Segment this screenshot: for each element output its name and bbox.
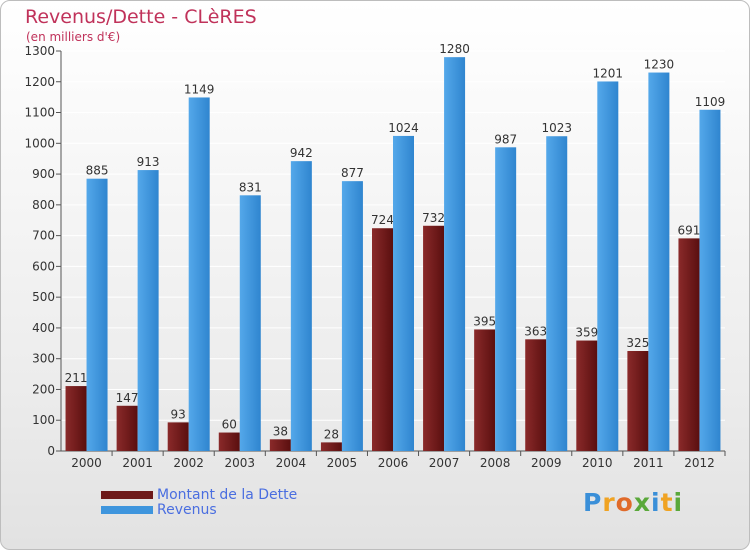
x-tick-label: 2010 <box>582 456 613 470</box>
value-label-revenue: 877 <box>341 166 364 180</box>
x-tick-label: 2006 <box>378 456 409 470</box>
bar-debt <box>627 351 649 451</box>
value-label-revenue: 913 <box>137 155 160 169</box>
value-label-debt: 147 <box>116 391 139 405</box>
bar-revenue <box>290 161 312 451</box>
x-tick-label: 2002 <box>173 456 204 470</box>
bar-debt <box>167 422 189 451</box>
logo-letter: P <box>583 488 603 517</box>
value-label-debt: 732 <box>422 211 445 225</box>
bar-revenue <box>137 170 159 452</box>
value-label-revenue: 1201 <box>593 66 624 80</box>
logo-letter: o <box>615 488 634 517</box>
bar-debt <box>218 432 240 451</box>
x-tick-label: 2007 <box>429 456 460 470</box>
logo-letter: i <box>651 488 661 517</box>
y-tick-label: 1000 <box>24 136 55 150</box>
proxiti-logo: Proxiti <box>583 488 683 517</box>
legend: Montant de la Dette Revenus <box>101 486 298 518</box>
value-label-revenue: 1023 <box>541 121 572 135</box>
value-label-revenue: 1109 <box>695 95 726 109</box>
bar-revenue <box>86 178 108 451</box>
bar-revenue <box>699 109 721 452</box>
value-label-debt: 691 <box>678 223 701 237</box>
legend-label-revenue: Revenus <box>157 501 217 518</box>
y-tick-label: 600 <box>32 259 55 273</box>
x-tick-label: 2000 <box>71 456 102 470</box>
y-tick-label: 900 <box>32 167 55 181</box>
y-tick-label: 300 <box>32 352 55 366</box>
y-tick-label: 100 <box>32 413 55 427</box>
legend-label-debt: Montant de la Dette <box>157 486 298 503</box>
bar-revenue <box>648 72 670 452</box>
x-tick-label: 2009 <box>531 456 562 470</box>
bar-debt <box>576 340 598 451</box>
y-tick-label: 0 <box>47 444 55 458</box>
x-tick-label: 2012 <box>684 456 715 470</box>
y-tick-label: 1200 <box>24 75 55 89</box>
value-label-debt: 325 <box>626 336 649 350</box>
value-label-revenue: 885 <box>86 164 109 178</box>
x-tick-label: 2011 <box>633 456 664 470</box>
y-tick-label: 1300 <box>24 44 55 58</box>
value-label-debt: 211 <box>65 371 88 385</box>
y-tick-label: 1100 <box>24 106 55 120</box>
bar-debt <box>65 386 87 451</box>
bar-debt <box>320 442 342 451</box>
x-tick-label: 2008 <box>480 456 511 470</box>
logo-letter: i <box>673 488 684 517</box>
bar-revenue <box>597 81 619 451</box>
value-label-debt: 363 <box>524 324 547 338</box>
value-label-debt: 38 <box>273 424 288 438</box>
value-label-debt: 60 <box>222 418 237 432</box>
legend-item-debt: Montant de la Dette <box>101 486 298 503</box>
bar-debt <box>423 225 445 451</box>
value-label-revenue: 1280 <box>439 42 470 56</box>
bar-revenue <box>393 135 414 451</box>
y-tick-label: 500 <box>32 290 55 304</box>
value-label-debt: 395 <box>473 314 496 328</box>
y-tick-label: 400 <box>32 321 55 335</box>
bar-revenue <box>495 147 517 452</box>
bar-revenue <box>444 57 466 452</box>
logo-letter: x <box>633 488 651 517</box>
value-label-revenue: 1024 <box>388 121 419 135</box>
value-label-revenue: 1230 <box>644 58 675 72</box>
bar-revenue <box>341 181 363 451</box>
y-tick-label: 700 <box>32 229 55 243</box>
x-tick-label: 2001 <box>122 456 153 470</box>
bar-revenue <box>546 136 568 451</box>
value-label-debt: 724 <box>371 213 394 227</box>
bar-revenue <box>239 195 261 451</box>
bar-debt <box>474 329 496 451</box>
value-label-revenue: 1149 <box>184 82 215 96</box>
chart-title: Revenus/Dette - CLèRES <box>25 6 257 28</box>
legend-swatch-revenue <box>101 505 153 514</box>
value-label-debt: 359 <box>575 326 598 340</box>
value-label-debt: 28 <box>324 427 339 441</box>
y-tick-label: 800 <box>32 198 55 212</box>
x-tick-label: 2005 <box>327 456 358 470</box>
bar-debt <box>678 238 700 451</box>
x-tick-label: 2004 <box>276 456 307 470</box>
value-label-revenue: 987 <box>494 132 517 146</box>
legend-item-revenue: Revenus <box>101 501 297 518</box>
value-label-revenue: 831 <box>239 180 262 194</box>
logo-letter: t <box>660 488 674 517</box>
logo-letter: r <box>602 488 616 517</box>
bar-debt <box>116 405 138 451</box>
chart-subtitle: (en milliers d'€) <box>26 30 121 44</box>
value-label-debt: 93 <box>171 407 186 421</box>
y-tick-label: 200 <box>32 382 55 396</box>
x-tick-label: 2003 <box>224 456 255 470</box>
bar-revenue <box>188 97 210 451</box>
bar-debt <box>372 228 393 451</box>
bar-debt <box>525 339 547 451</box>
value-label-revenue: 942 <box>290 146 313 160</box>
bar-debt <box>269 439 291 451</box>
legend-swatch-debt <box>101 490 153 499</box>
